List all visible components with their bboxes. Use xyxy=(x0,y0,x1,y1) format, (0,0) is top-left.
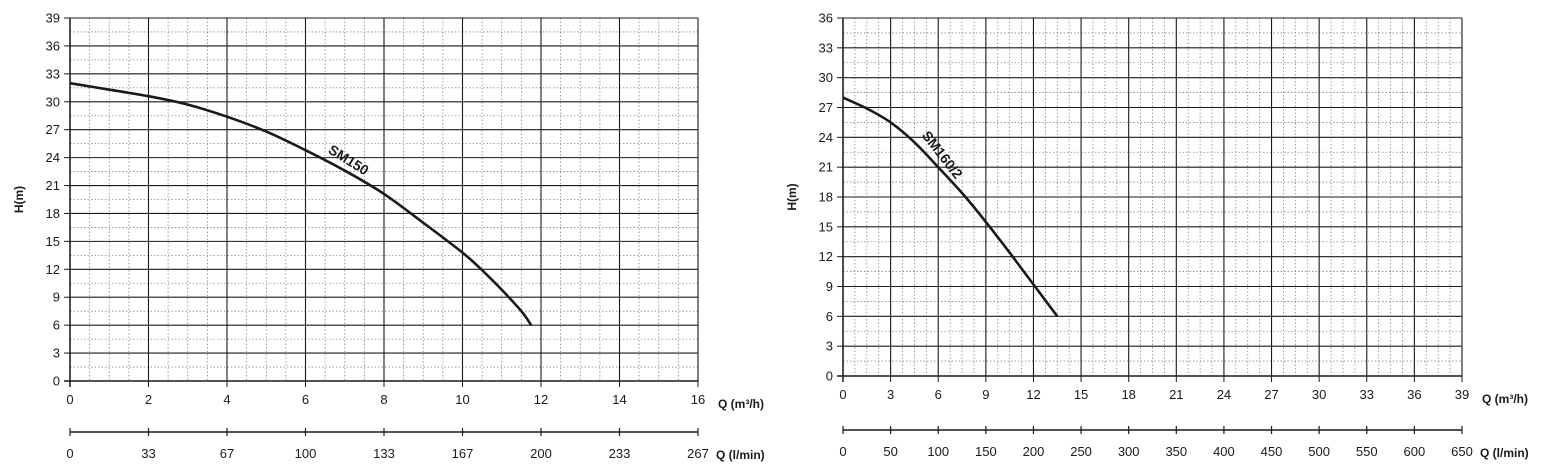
x2-tick-label: 0 xyxy=(839,444,846,459)
x2-tick-label: 100 xyxy=(927,444,949,459)
y-tick-label: 36 xyxy=(46,38,60,53)
y-tick-label: 30 xyxy=(46,94,60,109)
x2-tick-label: 200 xyxy=(1023,444,1045,459)
x2-tick-label: 600 xyxy=(1404,444,1426,459)
y-tick-label: 33 xyxy=(819,40,833,55)
x2-tick-label: 0 xyxy=(66,446,73,461)
x-tick-label: 33 xyxy=(1360,387,1374,402)
y-tick-label: 24 xyxy=(819,130,833,145)
x2-tick-label: 33 xyxy=(141,446,155,461)
x-tick-label: 36 xyxy=(1407,387,1421,402)
x-tick-label: 6 xyxy=(935,387,942,402)
y-tick-label: 3 xyxy=(826,339,833,354)
x-tick-label: 16 xyxy=(691,392,705,407)
x-tick-label: 2 xyxy=(145,392,152,407)
x-tick-label: 30 xyxy=(1312,387,1326,402)
y-axis-label: H(m) xyxy=(12,186,26,213)
x2-tick-label: 50 xyxy=(883,444,897,459)
x-tick-label: 10 xyxy=(455,392,469,407)
x-tick-label: 12 xyxy=(534,392,548,407)
x2-tick-label: 450 xyxy=(1261,444,1283,459)
x-tick-label: 4 xyxy=(223,392,230,407)
x-tick-label: 8 xyxy=(380,392,387,407)
major-grid xyxy=(69,17,699,382)
x2-axis-label: Q (l/min) xyxy=(1480,446,1529,460)
y-tick-label: 27 xyxy=(46,122,60,137)
y-tick-label: 9 xyxy=(53,290,60,305)
major-grid xyxy=(842,17,1463,377)
y-tick-label: 6 xyxy=(826,309,833,324)
x2-tick-label: 550 xyxy=(1356,444,1378,459)
x2-tick-label: 500 xyxy=(1308,444,1330,459)
x2-tick-label: 350 xyxy=(1165,444,1187,459)
x-tick-label: 39 xyxy=(1455,387,1469,402)
x-axis-label: Q (m³/h) xyxy=(718,397,764,411)
x2-tick-label: 133 xyxy=(373,446,395,461)
y-tick-label: 21 xyxy=(46,178,60,193)
x2-tick-label: 267 xyxy=(687,446,709,461)
x-axis-label: Q (m³/h) xyxy=(1482,392,1528,406)
x2-tick-label: 400 xyxy=(1213,444,1235,459)
y-tick-label: 27 xyxy=(819,100,833,115)
x-tick-label: 12 xyxy=(1026,387,1040,402)
y-tick-label: 30 xyxy=(819,70,833,85)
y-tick-label: 18 xyxy=(46,206,60,221)
y-tick-label: 6 xyxy=(53,318,60,333)
y-tick-label: 12 xyxy=(819,249,833,264)
series-line-0 xyxy=(69,81,533,326)
x2-tick-label: 167 xyxy=(452,446,474,461)
x-tick-label: 3 xyxy=(887,387,894,402)
y-tick-label: 3 xyxy=(53,346,60,361)
y-tick-label: 9 xyxy=(826,279,833,294)
x2-tick-label: 650 xyxy=(1451,444,1473,459)
x2-tick-label: 300 xyxy=(1118,444,1140,459)
x-tick-label: 21 xyxy=(1169,387,1183,402)
x-tick-label: 0 xyxy=(66,392,73,407)
x-tick-label: 18 xyxy=(1121,387,1135,402)
series-line-0 xyxy=(842,96,1059,318)
y-tick-label: 21 xyxy=(819,160,833,175)
y-tick-label: 15 xyxy=(819,219,833,234)
y-tick-label: 39 xyxy=(46,11,60,26)
x-tick-label: 27 xyxy=(1264,387,1278,402)
y-tick-label: 24 xyxy=(46,150,60,165)
x-tick-label: 24 xyxy=(1217,387,1231,402)
y-tick-label: 18 xyxy=(819,190,833,205)
y-axis-label: H(m) xyxy=(785,183,799,210)
y-tick-label: 36 xyxy=(819,11,833,26)
x2-tick-label: 100 xyxy=(295,446,317,461)
x-tick-label: 6 xyxy=(302,392,309,407)
minor-grid xyxy=(70,18,698,381)
x-tick-label: 0 xyxy=(839,387,846,402)
x2-tick-label: 250 xyxy=(1070,444,1092,459)
x-tick-label: 9 xyxy=(982,387,989,402)
y-tick-label: 12 xyxy=(46,262,60,277)
y-tick-label: 0 xyxy=(53,374,60,389)
x2-axis-label: Q (l/min) xyxy=(716,448,765,462)
x2-tick-label: 67 xyxy=(220,446,234,461)
y-tick-label: 0 xyxy=(826,369,833,384)
x2-tick-label: 150 xyxy=(975,444,997,459)
x-tick-label: 15 xyxy=(1074,387,1088,402)
y-tick-label: 33 xyxy=(46,66,60,81)
y-tick-label: 15 xyxy=(46,234,60,249)
x2-tick-label: 233 xyxy=(609,446,631,461)
x-tick-label: 14 xyxy=(612,392,626,407)
x2-tick-label: 200 xyxy=(530,446,552,461)
